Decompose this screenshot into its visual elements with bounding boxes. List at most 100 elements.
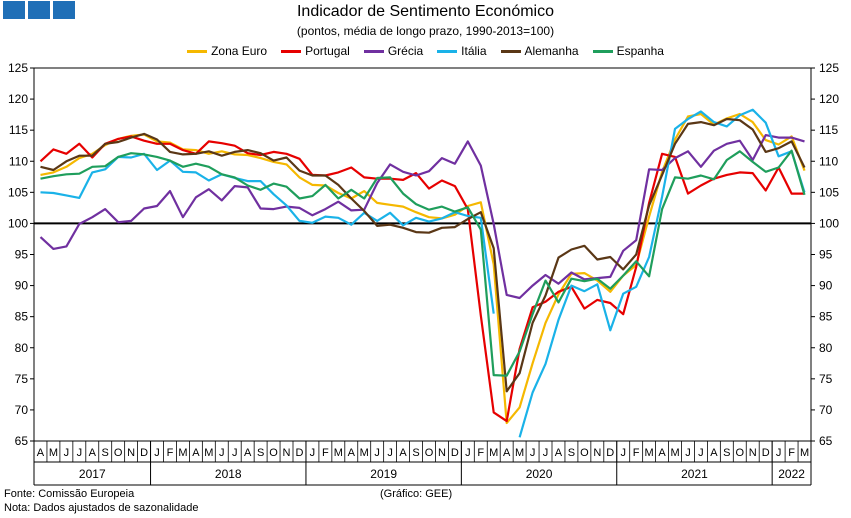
legend-item: Itália (437, 44, 487, 58)
month-tick-label: M (800, 447, 809, 459)
legend-item: Portugal (281, 44, 350, 58)
month-tick-label: N (749, 447, 757, 459)
logo-block (53, 1, 75, 19)
year-label: 2018 (215, 467, 242, 481)
month-tick-label: J (310, 447, 316, 459)
month-tick-label: N (283, 447, 291, 459)
adjustment-note: Nota: Dados ajustados de sazonalidade (4, 502, 199, 514)
y-tick-label-left: 100 (8, 216, 28, 230)
legend-item: Zona Euro (187, 44, 267, 58)
month-tick-label: J (374, 447, 380, 459)
series-line-espanha (40, 149, 806, 377)
legend-label: Portugal (305, 44, 350, 58)
y-tick-label-right: 100 (819, 216, 839, 230)
series-line-italia (40, 108, 806, 438)
month-tick-label: F (322, 447, 329, 459)
y-tick-label-left: 90 (15, 279, 29, 293)
month-tick-label: A (37, 447, 45, 459)
legend-swatch (592, 49, 613, 53)
month-tick-label: J (620, 447, 626, 459)
y-tick-label-right: 75 (819, 372, 833, 386)
month-tick-label: J (685, 447, 691, 459)
chart-title: Indicador de Sentimento Económico (296, 3, 555, 20)
month-tick-label: J (154, 447, 160, 459)
month-tick-label: M (204, 447, 213, 459)
y-tick-label-left: 105 (8, 185, 28, 199)
month-tick-label: N (593, 447, 601, 459)
month-tick-label: O (114, 447, 123, 459)
y-tick-label-right: 120 (819, 92, 839, 106)
month-tick-label: M (670, 447, 679, 459)
legend-label: Grécia (387, 44, 424, 58)
month-tick-label: F (477, 447, 484, 459)
y-tick-label-right: 110 (819, 154, 838, 168)
y-tick-label-left: 85 (15, 310, 29, 324)
y-tick-label-right: 85 (819, 310, 833, 324)
logo (3, 1, 75, 19)
legend-swatch (437, 49, 458, 53)
legend-swatch (500, 49, 521, 53)
y-tick-label-left: 80 (15, 341, 29, 355)
legend-item: Espanha (592, 44, 664, 58)
month-tick-label: A (555, 447, 563, 459)
y-tick-label-right: 125 (819, 61, 839, 75)
month-tick-label: M (49, 447, 58, 459)
year-label: 2022 (778, 467, 805, 481)
y-tick-label-right: 70 (819, 403, 833, 417)
y-tick-label-left: 70 (15, 403, 29, 417)
month-tick-label: M (515, 447, 524, 459)
chart-credit: (Gráfico: GEE) (380, 488, 453, 500)
month-tick-label: O (735, 447, 744, 459)
month-tick-label: F (167, 447, 174, 459)
y-tick-label-left: 125 (8, 61, 28, 75)
month-tick-label: J (698, 447, 704, 459)
month-tick-label: A (503, 447, 511, 459)
month-tick-label: M (489, 447, 498, 459)
month-tick-label: J (530, 447, 536, 459)
month-tick-label: O (580, 447, 589, 459)
month-tick-label: A (348, 447, 356, 459)
month-tick-label: F (788, 447, 795, 459)
legend-swatch (281, 49, 302, 53)
legend-swatch (363, 49, 384, 53)
y-tick-label-left: 120 (8, 92, 28, 106)
year-label: 2019 (370, 467, 397, 481)
month-tick-label: S (568, 447, 575, 459)
month-tick-label: J (387, 447, 393, 459)
legend: Zona Euro Portugal Grécia Itália Alemanha Esp… (0, 44, 851, 58)
month-tick-label: A (192, 447, 200, 459)
legend-label: Espanha (616, 44, 664, 58)
month-tick-label: A (244, 447, 252, 459)
y-tick-label-left: 110 (9, 154, 28, 168)
year-label: 2020 (526, 467, 553, 481)
series-line-portugal (39, 135, 805, 423)
month-tick-label: D (451, 447, 459, 459)
month-tick-label: M (178, 447, 187, 459)
month-tick-label: M (645, 447, 654, 459)
y-tick-label-right: 95 (819, 248, 833, 262)
month-tick-label: O (269, 447, 278, 459)
month-tick-label: D (606, 447, 614, 459)
series-line-grecia (39, 134, 805, 300)
y-tick-label-right: 115 (819, 123, 838, 137)
month-tick-label: D (295, 447, 303, 459)
logo-block (3, 1, 25, 19)
legend-label: Zona Euro (211, 44, 268, 58)
month-tick-label: J (77, 447, 83, 459)
legend-label: Alemanha (524, 44, 579, 58)
logo-block (28, 1, 50, 19)
legend-swatch (187, 49, 208, 53)
month-tick-label: M (360, 447, 369, 459)
source-note: Fonte: Comissão Europeia (4, 488, 135, 500)
year-label: 2017 (79, 467, 106, 481)
month-tick-label: J (219, 447, 225, 459)
month-tick-label: D (762, 447, 770, 459)
month-tick-label: F (633, 447, 640, 459)
month-tick-label: D (140, 447, 148, 459)
month-tick-label: S (723, 447, 730, 459)
month-tick-label: J (543, 447, 549, 459)
y-tick-label-right: 105 (819, 185, 839, 199)
month-tick-label: S (257, 447, 264, 459)
month-tick-label: S (102, 447, 109, 459)
